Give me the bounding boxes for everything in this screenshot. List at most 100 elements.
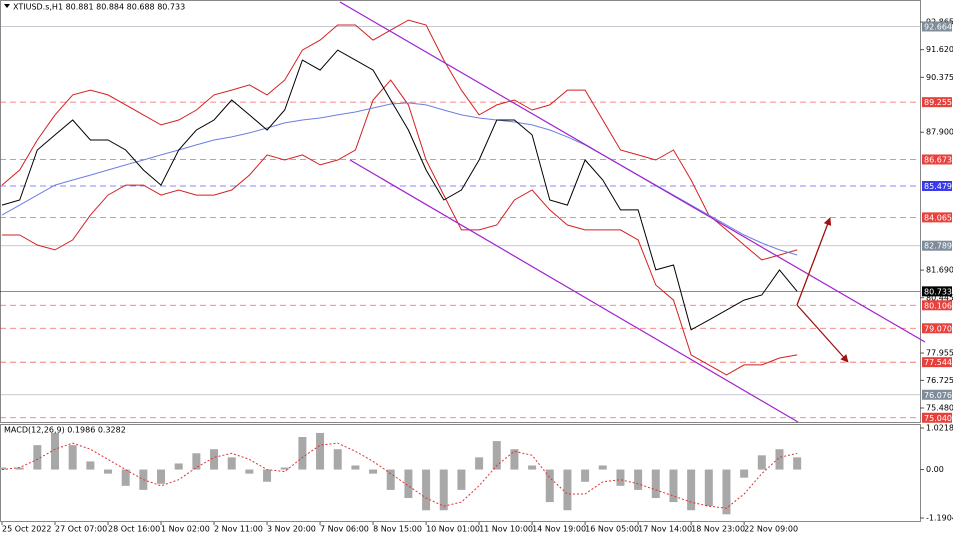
macd-bar [793,457,802,470]
y-tick-label: 80.445 [926,293,953,302]
macd-bar [157,469,166,484]
x-tick-label: 10 Nov 01:00 [426,525,480,534]
x-tick-label: 16 Nov 05:00 [585,525,639,534]
x-tick-label: 3 Nov 20:00 [267,525,316,534]
level-label: 77.544 [924,358,952,367]
level-label: 85.479 [924,182,952,191]
macd-bar [192,453,201,470]
series-line [2,79,798,376]
y-tick-label: 0.00 [926,465,944,474]
level-tag [922,389,952,400]
macd-bar [545,469,554,503]
y-tick-label: 76.725 [926,376,953,385]
level-label: 82.789 [924,242,952,251]
level-label: 75.040 [924,414,952,423]
y-tick-label: 75.480 [926,403,953,412]
level-label: 89.255 [924,98,952,107]
series-line [1,49,798,331]
macd-bar [669,469,678,503]
macd-bar [598,465,607,470]
macd-bar [722,469,731,515]
macd-bar [757,455,766,470]
macd-bar [439,469,448,511]
macd-bar [775,449,784,470]
y-tick-label: 81.690 [926,266,953,275]
level-tag [922,212,952,223]
channel-lower [349,159,799,423]
macd-bar [316,432,325,470]
macd-bar [475,457,484,470]
x-tick-label: 8 Nov 15:00 [373,525,422,534]
y-tick-label: 90.375 [926,73,953,82]
level-tag [922,21,952,32]
level-tag [922,300,952,311]
x-tick-label: 25 Oct 2022 [2,525,51,534]
macd-bar [210,449,219,470]
x-tick-label: 7 Nov 06:00 [320,525,369,534]
plot [0,19,802,515]
macd-bar [174,463,183,470]
y-tick-label: 91.620 [926,45,953,54]
macd-bar [121,469,130,486]
header-icon [4,4,10,8]
level-tag [922,97,952,108]
chart-header: XTIUSD.s,H1 80.881 80.884 80.688 80.733 [13,3,185,12]
macd-bar [404,469,413,499]
level-label: 92.664 [924,22,952,31]
macd-title: MACD(12,26,9) 0.1986 0.3282 [4,426,126,435]
macd-bar [581,469,590,482]
level-tag [922,180,952,191]
x-tick-label: 28 Oct 16:00 [108,525,160,534]
x-tick-label: 18 Nov 23:00 [691,525,745,534]
macd-bar [333,449,342,470]
level-label: 76.076 [924,391,952,400]
macd-bar [351,465,360,470]
level-tag [922,154,952,165]
macd-bar [33,445,42,470]
macd-bar [280,467,289,470]
y-tick-label: 77.955 [926,349,953,358]
macd-bar [369,469,378,474]
channel-upper [339,1,926,343]
macd-bar [51,432,60,470]
arrow-up [796,217,832,306]
macd-pane-frame [0,424,921,522]
level-tag [922,412,952,423]
macd-bar [245,469,254,474]
macd-bar [528,465,537,470]
macd-bar [616,469,625,486]
macd-bar [422,469,431,511]
level-tag [922,240,952,251]
level-label: 80.733 [924,287,952,296]
price-pane-frame [0,0,921,423]
macd-bar [298,437,307,470]
macd-bar [740,469,749,478]
levels [0,26,920,419]
macd-bar [492,441,501,470]
macd-bar [704,469,713,507]
macd-bar [86,461,95,470]
macd-bar [687,469,696,511]
x-tick-label: 17 Nov 14:00 [638,525,692,534]
level-label: 80.106 [924,301,952,310]
series-line [1,19,798,261]
macd-bar [510,449,519,470]
macd-bar [68,445,77,470]
level-tag [922,357,952,368]
macd-bar [15,467,24,470]
x-tick-label: 22 Nov 09:00 [744,525,798,534]
y-tick-label: 1.0218 [926,423,953,432]
macd-bar [263,469,272,482]
macd-bar [563,469,572,511]
level-label: 86.673 [924,155,952,164]
arrow-down [796,304,849,363]
macd-bar [634,469,643,490]
macd-bar [0,467,6,470]
x-tick-label: 27 Oct 07:00 [55,525,107,534]
x-tick-label: 1 Nov 02:00 [161,525,210,534]
y-tick-label: -1.1904 [926,513,953,522]
macd-bar [651,469,660,499]
level-tag [922,323,952,334]
level-label: 79.070 [924,324,952,333]
